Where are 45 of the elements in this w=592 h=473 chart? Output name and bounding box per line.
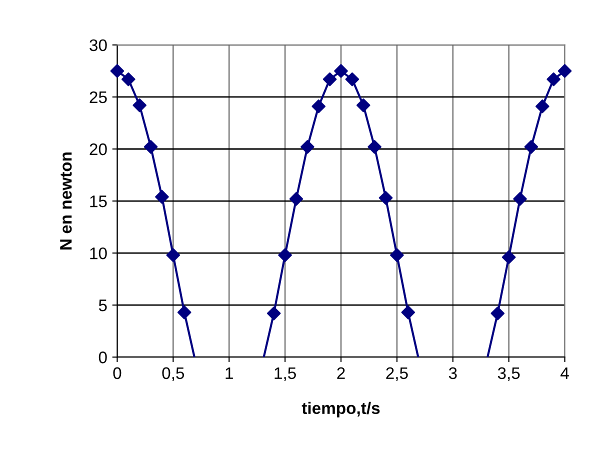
point bbox=[378, 190, 393, 205]
y-axis-title: N en newton bbox=[60, 152, 72, 250]
x-tick-label: 3,5 bbox=[498, 367, 520, 382]
point bbox=[132, 98, 146, 112]
point bbox=[312, 99, 326, 114]
y-tick-label: 10 bbox=[90, 247, 107, 260]
y-tick-label: 30 bbox=[90, 39, 107, 52]
point bbox=[558, 64, 572, 78]
point bbox=[368, 140, 382, 154]
y-tick-label: 15 bbox=[90, 196, 107, 208]
point bbox=[322, 72, 337, 86]
point bbox=[513, 192, 527, 206]
point bbox=[166, 248, 180, 262]
point bbox=[524, 140, 538, 154]
y-tick-label: 25 bbox=[90, 91, 107, 104]
y-tick-label: 0 bbox=[98, 352, 107, 364]
point bbox=[300, 140, 314, 154]
point bbox=[490, 306, 505, 320]
point bbox=[122, 72, 136, 86]
point bbox=[266, 306, 281, 320]
x-tick-label: 3 bbox=[448, 367, 457, 380]
x-tick-label: 0 bbox=[113, 367, 122, 380]
point bbox=[289, 192, 304, 206]
point bbox=[144, 140, 158, 154]
point bbox=[334, 64, 348, 78]
x-tick-label: 2,5 bbox=[386, 367, 408, 382]
x-tick-label: 1,5 bbox=[274, 367, 296, 382]
point bbox=[502, 250, 516, 264]
x-tick-label: 0,5 bbox=[162, 367, 184, 382]
point bbox=[110, 64, 124, 78]
x-tick-label: 1 bbox=[226, 367, 233, 379]
x-tick-label: 2 bbox=[337, 367, 345, 379]
point bbox=[356, 98, 370, 112]
x-tick-label: 4 bbox=[560, 367, 569, 379]
point bbox=[177, 305, 192, 320]
y-tick-label: 20 bbox=[90, 143, 107, 156]
y-tick-label: 5 bbox=[98, 300, 107, 312]
point bbox=[278, 248, 292, 262]
point bbox=[390, 248, 404, 262]
x-axis-title: tiempo,t/s bbox=[302, 402, 380, 418]
point bbox=[546, 72, 560, 86]
point bbox=[401, 305, 416, 320]
point bbox=[535, 99, 550, 114]
point bbox=[155, 190, 169, 204]
point bbox=[345, 72, 360, 86]
